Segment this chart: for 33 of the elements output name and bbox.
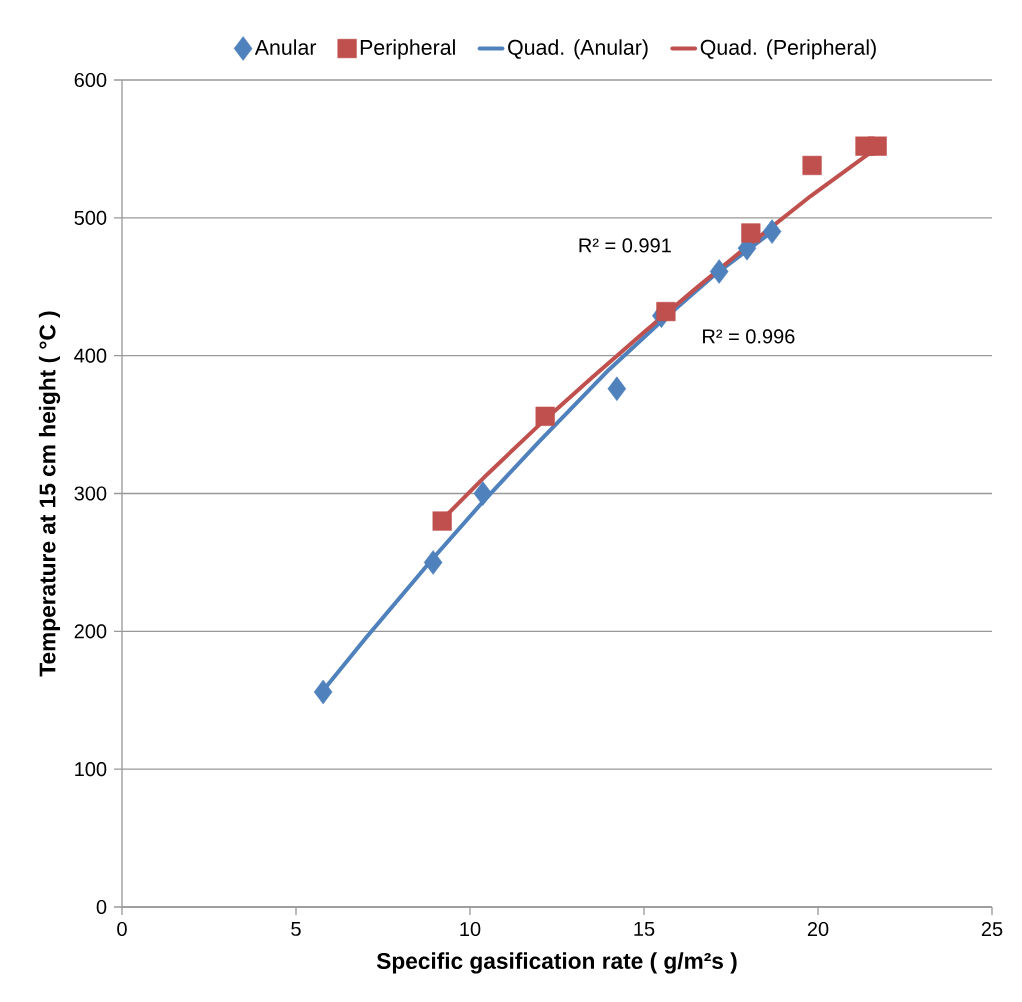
point <box>867 136 887 156</box>
y-tick-label: 0 <box>96 899 107 915</box>
x-tick-label: 5 <box>291 921 301 936</box>
y-tick-label: 100 <box>75 762 107 777</box>
point <box>432 511 452 531</box>
legend-label: Quad. (Anular) <box>508 39 648 60</box>
annotation: R² = 0.991 <box>579 238 671 253</box>
point <box>656 301 676 322</box>
x-tick-label: 15 <box>634 921 655 936</box>
x-tick-label: 0 <box>117 921 127 937</box>
legend-label: Anular <box>254 39 317 55</box>
point <box>423 550 443 575</box>
y-tick-label: 500 <box>74 210 107 225</box>
point <box>802 155 822 176</box>
y-tick-label: 400 <box>74 348 107 363</box>
y-tick-label: 200 <box>74 624 107 639</box>
point <box>473 481 493 506</box>
annotation: R² = 0.996 <box>703 329 795 344</box>
y-axis-title: Temperature at 15 cm height ( °C ) <box>38 311 61 677</box>
point <box>709 259 729 284</box>
point <box>535 406 555 426</box>
point <box>313 679 333 705</box>
x-tick-label: 10 <box>460 921 481 937</box>
point <box>607 376 627 402</box>
legend-label: Peripheral <box>360 39 455 60</box>
x-tick-label: 20 <box>807 921 829 937</box>
y-tick-label: 300 <box>74 486 107 501</box>
point <box>741 223 761 243</box>
x-axis-title: Specific gasification rate ( g/m²s ) <box>376 952 737 974</box>
point <box>762 219 782 244</box>
x-tick-label: 25 <box>981 921 1003 937</box>
legend-label: Quad. (Peripheral) <box>700 39 876 60</box>
y-tick-label: 600 <box>74 72 107 88</box>
